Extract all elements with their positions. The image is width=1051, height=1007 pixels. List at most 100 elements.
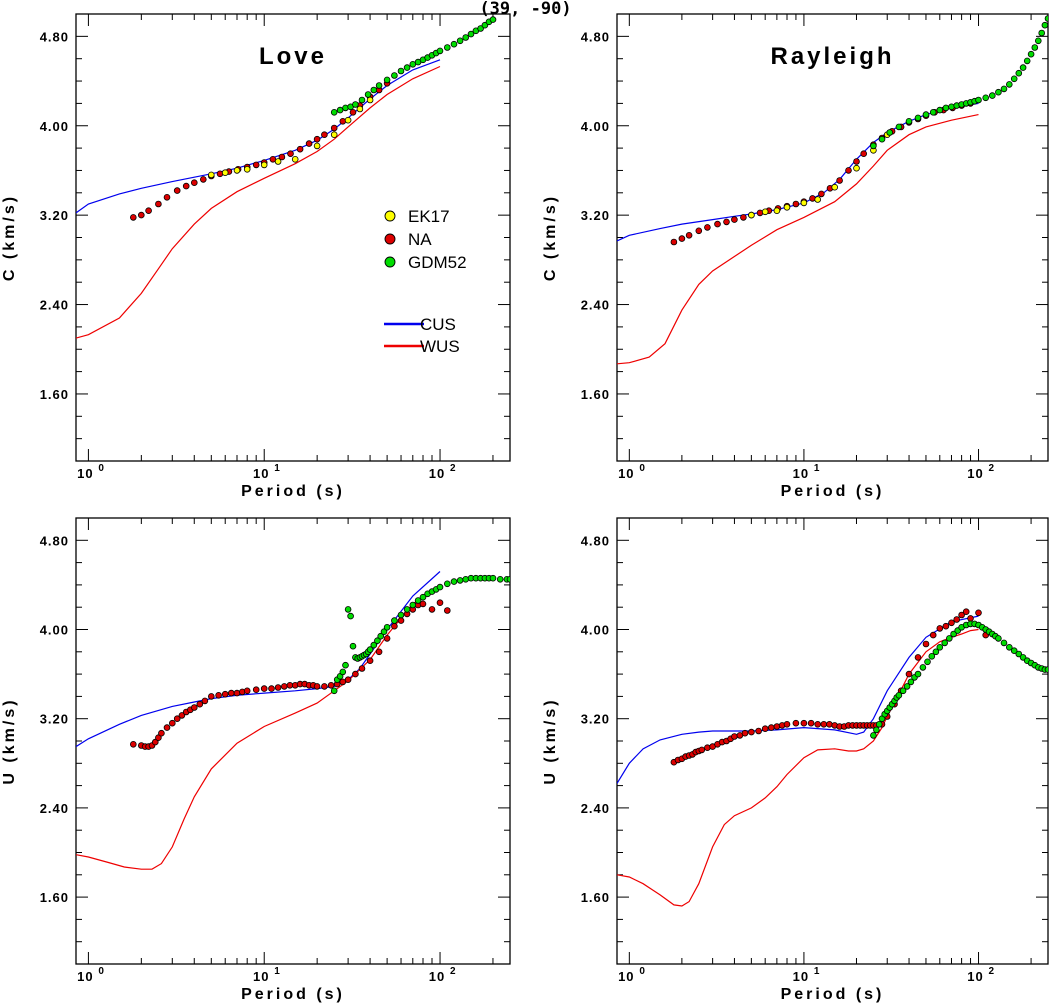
data-point-na bbox=[800, 719, 808, 727]
x-axis-label: Period (s) bbox=[241, 986, 345, 1003]
data-point-na bbox=[155, 734, 162, 741]
data-point-na bbox=[339, 118, 347, 125]
x-tick-exponent: 1 bbox=[274, 966, 280, 977]
data-point-gdm52 bbox=[1023, 57, 1031, 65]
data-point-gdm52 bbox=[914, 114, 922, 122]
data-point-gdm52 bbox=[462, 34, 470, 41]
x-tick-label: 10 bbox=[618, 466, 634, 481]
data-point-gdm52 bbox=[339, 668, 347, 676]
plot-area bbox=[76, 571, 510, 870]
panel-love-phase: 1.60 2.40 3.20 4.00 4.80 10 0 10 1 10 2 Period (s) C… bbox=[1, 13, 511, 500]
data-point-na bbox=[313, 683, 321, 690]
y-tick-label: 4.00 bbox=[581, 119, 610, 134]
data-point-na bbox=[305, 140, 313, 147]
data-point-na bbox=[327, 681, 335, 689]
data-point-na bbox=[436, 599, 444, 606]
y-axis-label: U (km/s) bbox=[542, 697, 559, 784]
data-point-na bbox=[723, 218, 730, 226]
legend-label-cus: CUS bbox=[420, 315, 456, 334]
y-tick-label: 1.60 bbox=[581, 387, 610, 402]
data-point-gdm52 bbox=[383, 76, 391, 84]
data-point-gdm52 bbox=[443, 44, 451, 51]
x-tick-exponent: 1 bbox=[814, 966, 820, 977]
data-point-na bbox=[670, 238, 678, 246]
data-point-na bbox=[741, 729, 749, 737]
data-point-gdm52 bbox=[506, 576, 510, 583]
data-point-na bbox=[313, 135, 321, 143]
data-point-ek17 bbox=[233, 167, 241, 174]
data-point-na bbox=[252, 686, 260, 693]
panel-title: Rayleigh bbox=[770, 43, 894, 70]
y-tick-label: 3.20 bbox=[40, 208, 69, 223]
data-point-na bbox=[243, 687, 251, 695]
plot-area bbox=[617, 608, 1048, 907]
data-point-ek17 bbox=[344, 116, 352, 124]
data-point-na bbox=[761, 725, 769, 732]
x-tick-label: 10 bbox=[793, 466, 809, 481]
data-point-gdm52 bbox=[436, 583, 444, 591]
data-point-gdm52 bbox=[995, 635, 1002, 642]
x-tick-exponent: 1 bbox=[814, 463, 820, 474]
data-point-na bbox=[216, 170, 224, 178]
x-tick-label: 10 bbox=[618, 969, 634, 984]
data-point-gdm52 bbox=[941, 639, 948, 647]
data-point-ek17 bbox=[783, 204, 791, 211]
data-point-na bbox=[233, 689, 241, 697]
data-point-gdm52 bbox=[924, 658, 931, 666]
data-point-ek17 bbox=[761, 208, 769, 216]
data-point-na bbox=[809, 195, 816, 202]
data-point-na bbox=[792, 719, 800, 727]
data-point-gdm52 bbox=[903, 683, 911, 690]
data-point-gdm52 bbox=[391, 617, 398, 624]
data-point-na bbox=[678, 235, 686, 242]
data-point-gdm52 bbox=[936, 643, 944, 651]
data-point-gdm52 bbox=[995, 88, 1002, 96]
data-point-na bbox=[344, 676, 352, 683]
y-tick-label: 4.80 bbox=[581, 533, 610, 548]
data-point-ek17 bbox=[748, 211, 755, 219]
data-point-na bbox=[755, 727, 762, 735]
data-point-gdm52 bbox=[436, 47, 444, 55]
data-point-na bbox=[767, 724, 775, 731]
data-point-na bbox=[155, 200, 162, 208]
data-point-gdm52 bbox=[922, 111, 930, 118]
data-point-na bbox=[731, 733, 738, 740]
panel-rayleigh-phase: 1.60 2.40 3.20 4.00 4.80 10 0 10 1 10 2 Period (s) C… bbox=[542, 13, 1049, 500]
data-point-gdm52 bbox=[496, 575, 504, 583]
data-point-na bbox=[714, 220, 721, 228]
data-point-na bbox=[208, 693, 215, 700]
data-point-na bbox=[163, 194, 171, 201]
series-line-wus bbox=[76, 65, 441, 339]
data-point-gdm52 bbox=[391, 72, 398, 79]
data-point-gdm52 bbox=[886, 129, 893, 136]
data-point-gdm52 bbox=[349, 642, 357, 650]
data-point-na bbox=[138, 211, 145, 219]
x-tick-exponent: 0 bbox=[98, 966, 104, 977]
data-point-gdm52 bbox=[1035, 37, 1042, 45]
data-point-gdm52 bbox=[1005, 643, 1013, 651]
data-point-ek17 bbox=[260, 161, 268, 169]
data-point-gdm52 bbox=[450, 578, 458, 585]
data-point-na bbox=[905, 670, 913, 678]
series-line-cus bbox=[76, 571, 441, 748]
data-point-na bbox=[929, 631, 937, 639]
data-point-gdm52 bbox=[929, 109, 937, 116]
data-point-na bbox=[967, 615, 974, 622]
panel-love-group: 1.60 2.40 3.20 4.00 4.80 10 0 10 1 10 2 Period (s) U… bbox=[1, 517, 511, 1003]
y-tick-label: 2.40 bbox=[581, 801, 610, 816]
data-point-na bbox=[182, 182, 190, 190]
data-point-gdm52 bbox=[895, 123, 903, 131]
x-tick-exponent: 0 bbox=[639, 463, 645, 474]
data-point-gdm52 bbox=[1015, 650, 1023, 658]
x-tick-label: 10 bbox=[77, 466, 93, 481]
data-point-gdm52 bbox=[414, 597, 422, 604]
data-point-na bbox=[853, 158, 860, 165]
data-point-na bbox=[321, 683, 328, 690]
x-axis-label: Period (s) bbox=[781, 483, 885, 500]
y-tick-label: 4.80 bbox=[40, 29, 69, 44]
data-point-ek17 bbox=[208, 171, 215, 179]
data-point-ek17 bbox=[274, 158, 282, 165]
data-point-gdm52 bbox=[370, 86, 378, 94]
data-point-gdm52 bbox=[895, 691, 903, 699]
data-point-gdm52 bbox=[467, 30, 475, 38]
